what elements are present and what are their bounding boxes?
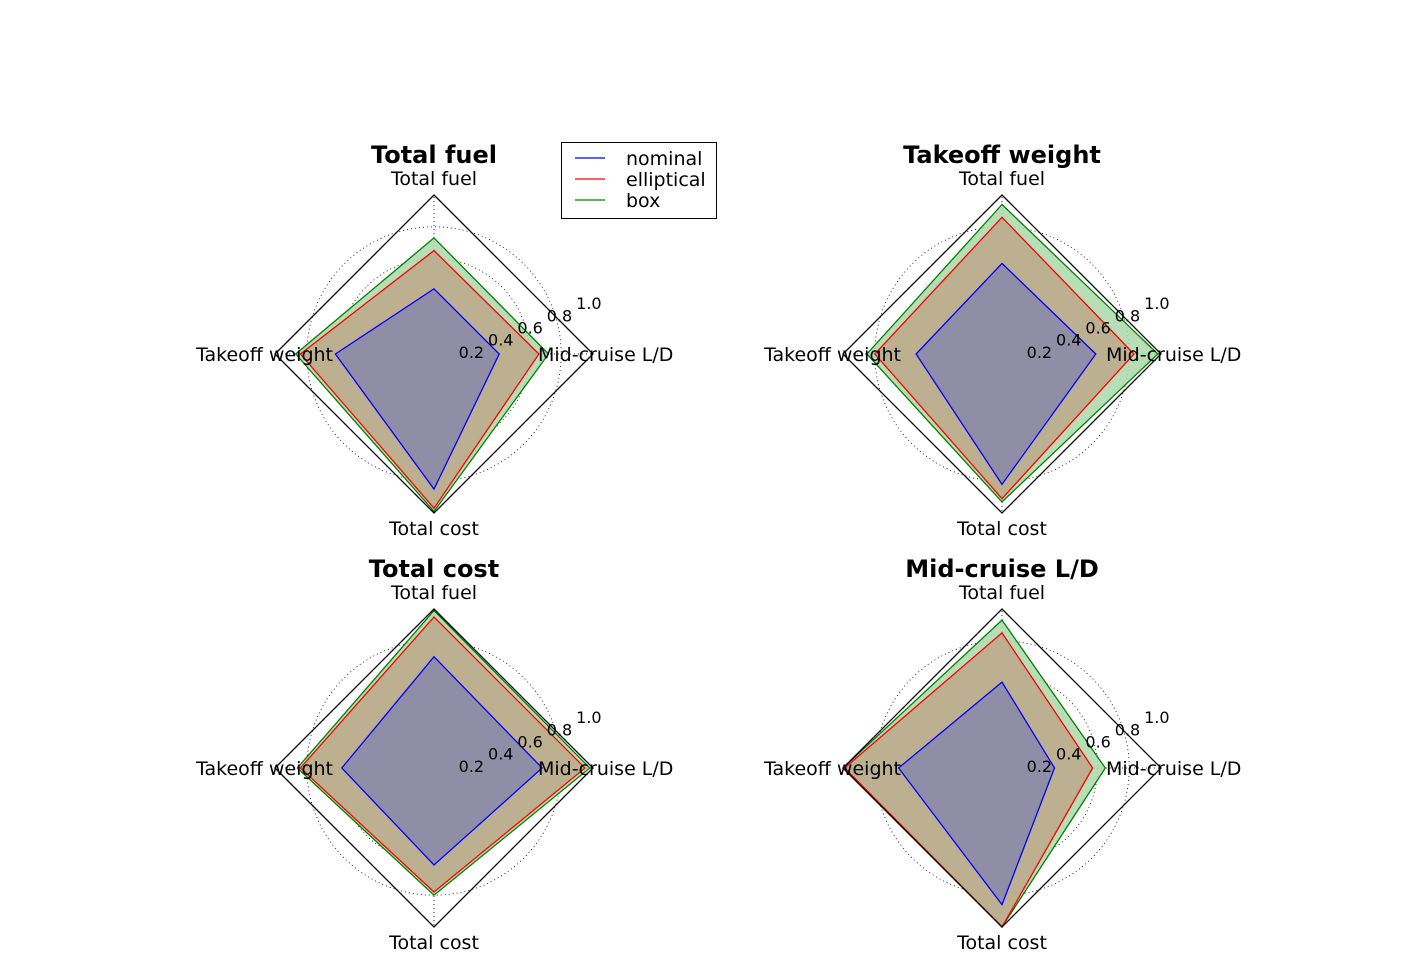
radial-tick-label: 0.4 xyxy=(1056,745,1081,764)
radial-tick-label: 0.8 xyxy=(1115,306,1140,325)
series-line-box xyxy=(294,237,550,513)
polar-frame xyxy=(274,608,594,928)
radial-tick-label: 0.6 xyxy=(1085,732,1110,751)
radial-tick-label: 0.2 xyxy=(459,757,484,776)
series-line-elliptical xyxy=(873,216,1135,500)
radial-tick-label: 0.4 xyxy=(488,331,513,350)
radial-tick-label: 0.8 xyxy=(547,720,572,739)
series-fill-nominal xyxy=(335,288,500,490)
radial-tick-label: 0.2 xyxy=(1027,343,1052,362)
chart-title: Total cost xyxy=(369,555,499,583)
axis-label-top: Total fuel xyxy=(390,582,477,604)
legend-label-elliptical: elliptical xyxy=(626,169,706,191)
series-line-box xyxy=(866,203,1159,503)
radial-tick-label: 0.4 xyxy=(1056,331,1081,350)
radial-tick-label: 0.4 xyxy=(488,745,513,764)
axis-label-left: Takeoff weight xyxy=(763,344,901,366)
series-line-elliptical xyxy=(299,249,540,510)
legend-box xyxy=(561,142,717,219)
axis-label-top: Total fuel xyxy=(958,168,1045,190)
axis-label-bottom: Total cost xyxy=(388,518,479,540)
axis-label-top: Total fuel xyxy=(390,168,477,190)
polar-frame xyxy=(842,194,1162,514)
radial-tick-label: 1.0 xyxy=(1144,708,1169,727)
series-line-nominal xyxy=(334,287,500,491)
legend-label-nominal: nominal xyxy=(626,148,702,170)
series-fill-nominal xyxy=(916,263,1096,485)
grid-circle xyxy=(306,226,562,482)
series-line-nominal xyxy=(915,262,1097,486)
radial-tick-label: 1.0 xyxy=(576,708,601,727)
radial-tick-label: 0.6 xyxy=(517,318,542,337)
series-line-box xyxy=(296,609,591,897)
radial-tick-label: 0.8 xyxy=(547,306,572,325)
grid-circle xyxy=(874,640,1130,896)
polar-frame xyxy=(842,608,1162,928)
series-line-nominal xyxy=(340,655,544,866)
axis-label-top: Total fuel xyxy=(958,582,1045,604)
chart-title: Mid-cruise L/D xyxy=(905,555,1099,583)
series-line-nominal xyxy=(897,681,1056,907)
radial-tick-label: 0.6 xyxy=(517,732,542,751)
series-fill-nominal xyxy=(898,682,1055,905)
chart-title: Total fuel xyxy=(371,141,497,169)
radial-tick-label: 0.2 xyxy=(459,343,484,362)
radial-tick-label: 1.0 xyxy=(1144,294,1169,313)
axis-label-bottom: Total cost xyxy=(388,932,479,954)
radial-tick-label: 0.6 xyxy=(1085,318,1110,337)
radial-tick-label: 0.2 xyxy=(1027,757,1052,776)
series-line-elliptical xyxy=(299,616,586,893)
axis-label-right: Mid-cruise L/D xyxy=(538,344,673,366)
axis-label-left: Takeoff weight xyxy=(195,758,333,780)
axis-label-bottom: Total cost xyxy=(956,518,1047,540)
axis-label-left: Takeoff weight xyxy=(195,344,333,366)
axis-label-left: Takeoff weight xyxy=(763,758,901,780)
polar-frame xyxy=(274,194,594,514)
axis-label-right: Mid-cruise L/D xyxy=(1106,344,1241,366)
axis-label-bottom: Total cost xyxy=(956,932,1047,954)
axis-label-right: Mid-cruise L/D xyxy=(538,758,673,780)
legend-label-box: box xyxy=(626,190,660,212)
axis-label-right: Mid-cruise L/D xyxy=(1106,758,1241,780)
chart-title: Takeoff weight xyxy=(903,141,1101,169)
radial-tick-label: 1.0 xyxy=(576,294,601,313)
radial-tick-label: 0.8 xyxy=(1115,720,1140,739)
